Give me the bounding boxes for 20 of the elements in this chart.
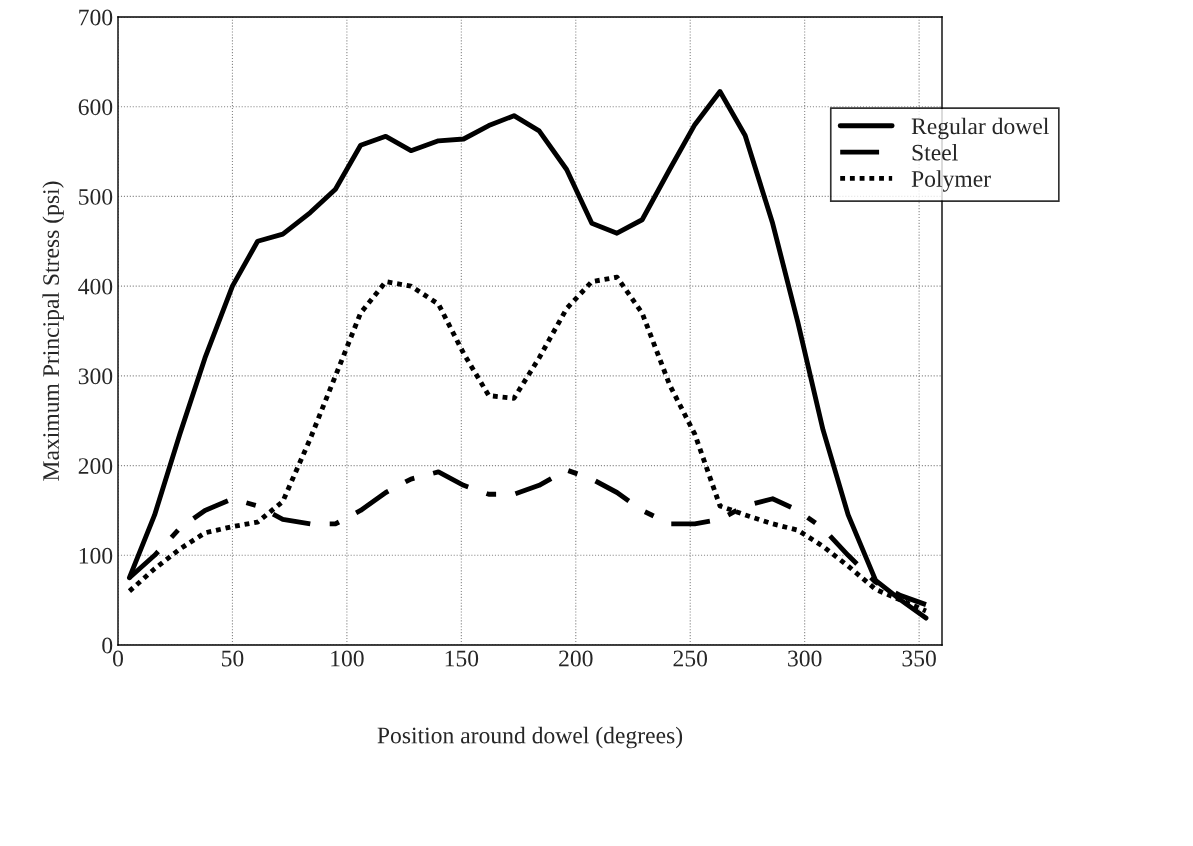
y-tick-label: 600	[78, 99, 113, 116]
legend-label: Steel	[912, 143, 958, 161]
x-tick-label: 150	[445, 650, 479, 667]
y-tick-label: 300	[78, 368, 113, 385]
x-tick-label: 250	[673, 650, 708, 667]
legend-label: Regular dowel	[911, 117, 1049, 140]
x-tick-label: 100	[331, 650, 364, 667]
y-tick-label: 700	[79, 9, 113, 26]
legend-label: Polymer	[911, 170, 991, 192]
x-tick-label: 200	[559, 650, 593, 667]
x-axis-title: Position around dowel (degrees)	[377, 726, 683, 749]
y-axis-title: Maximum Principal Stress (psi)	[42, 181, 64, 481]
y-tick-label: 200	[78, 458, 113, 474]
y-tick-label: 100	[79, 547, 113, 564]
y-tick-label: 0	[102, 637, 113, 654]
x-tick-label: 350	[902, 650, 936, 667]
y-tick-label: 500	[79, 188, 113, 205]
x-tick-label: 50	[222, 650, 244, 667]
y-tick-label: 400	[78, 278, 113, 295]
x-tick-label: 300	[788, 650, 822, 667]
